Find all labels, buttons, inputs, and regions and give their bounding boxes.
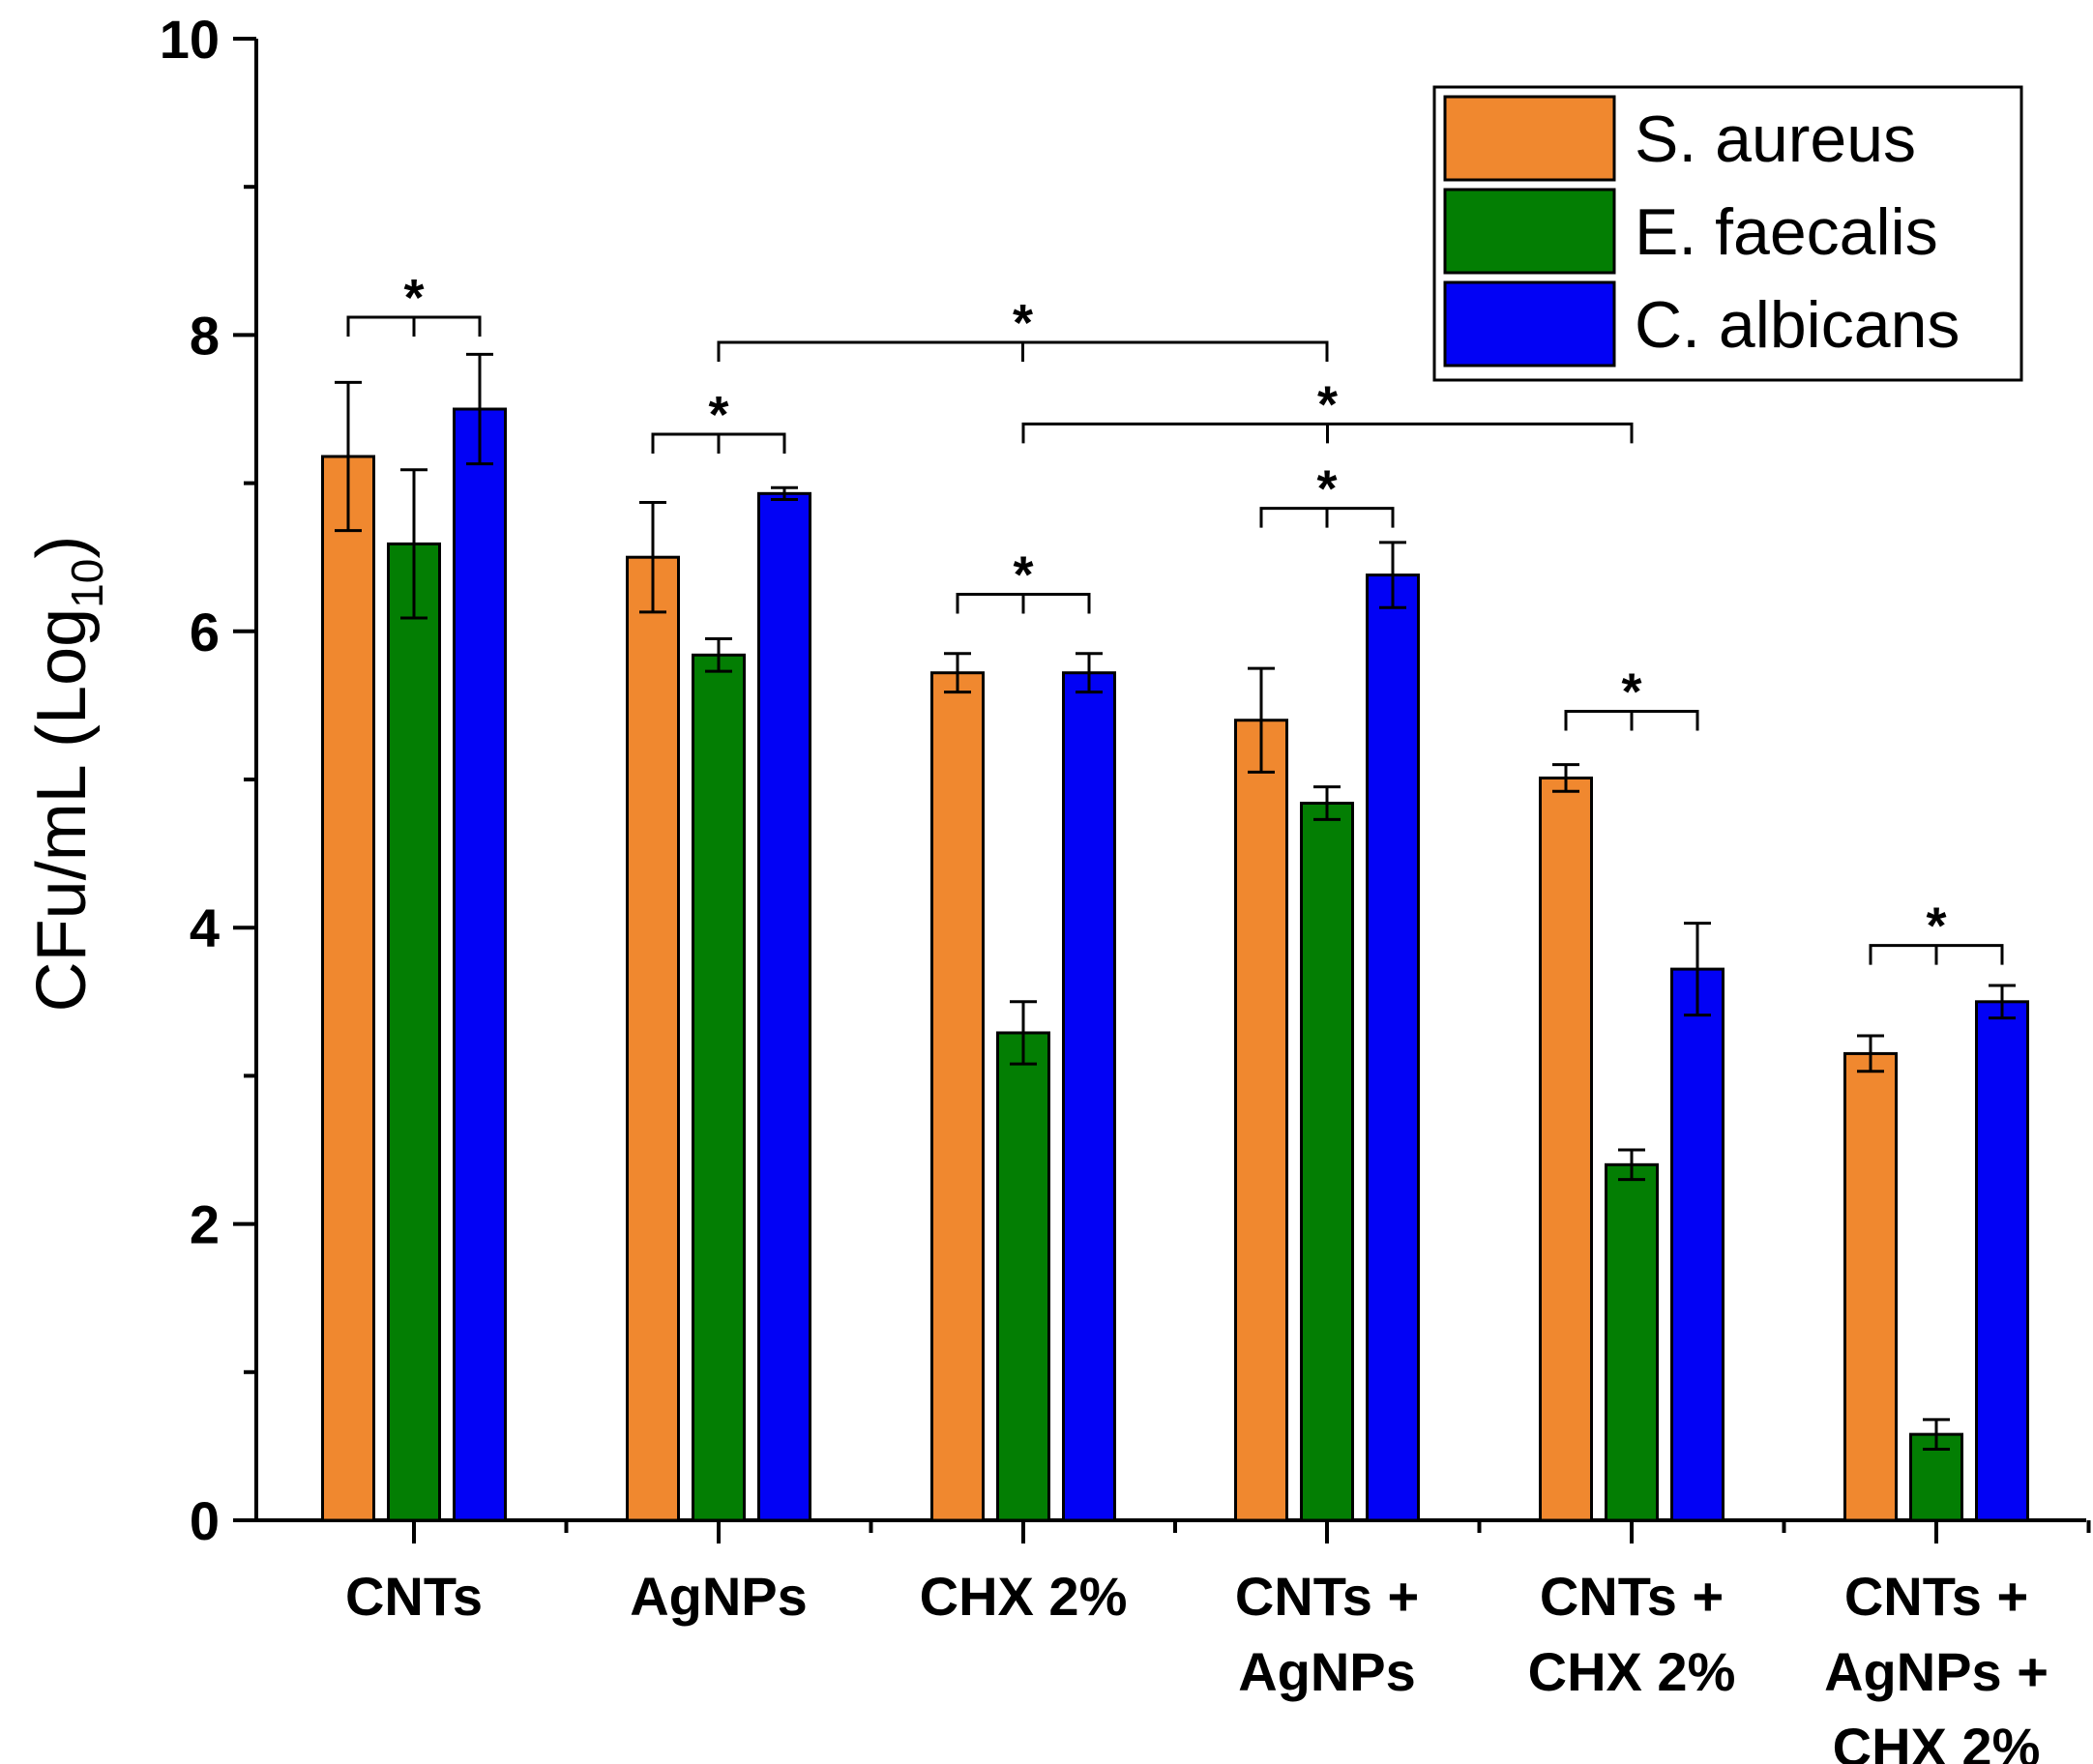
error-bar [466,352,493,466]
significance-star: * [1013,546,1033,604]
y-axis-label: CFu/mL (Log10) [23,536,112,1013]
axes: 0 2 4 6 8 10 [160,9,2091,1551]
bar [453,407,507,1522]
error-bar [1010,1000,1037,1066]
legend-label: C. albicans [1635,288,1960,362]
significance-star: * [403,269,424,327]
category-label: CNTs + CHX 2% [1528,1566,1736,1702]
significance-bracket: * [717,294,1329,363]
category-label: CNTs [345,1566,483,1627]
error-bar [1313,785,1341,821]
legend-label: E. faecalis [1635,195,1938,269]
y-tick-label: 10 [160,9,220,70]
legend-item: C. albicans [1443,280,1960,368]
error-bar [1989,984,2016,1020]
error-bar [944,652,971,694]
bar [1539,776,1593,1522]
error-bar [400,468,427,620]
error-bar [1684,922,1711,1017]
error-bars [335,352,2016,1451]
error-bar [1379,541,1406,609]
bar [1366,573,1420,1522]
legend-item: S. aureus [1443,95,1916,182]
error-bar [1618,1148,1645,1182]
error-bar [1923,1418,1950,1451]
error-bar [1552,763,1579,793]
significance-brackets: * * * * * * * * [346,269,2004,965]
error-bar [1248,666,1275,774]
y-tick-label: 2 [190,1194,220,1255]
category-label: CNTs + AgNPs + CHX 2% [1824,1566,2049,1764]
significance-bracket: * [1564,663,1699,731]
significance-star: * [1621,663,1641,721]
y-tick-label: 0 [190,1490,220,1551]
significance-star: * [1316,460,1337,518]
y-tick-label: 8 [190,305,220,366]
bar [387,542,441,1522]
significance-star: * [1013,294,1033,352]
bar [1843,1051,1898,1522]
category-labels: CNTs AgNPs CHX 2% CNTs + AgNPs CNTs + CHX 2% CN… [345,1566,2049,1764]
bar [757,491,811,1522]
bar [321,455,375,1522]
category-label: CNTs + AgNPs [1235,1566,1419,1702]
error-bar [639,501,666,614]
significance-bracket: * [346,269,482,338]
legend: S. aureus E. faecalis C. albicans [1432,85,2023,382]
category-label: AgNPs [630,1566,808,1627]
significance-star: * [708,386,728,444]
bar [1300,802,1354,1522]
y-tick-label: 4 [190,897,220,958]
significance-star: * [1317,375,1338,433]
legend-label: S. aureus [1635,103,1916,176]
legend-swatch [1443,188,1616,275]
error-bar [705,636,732,673]
bar [996,1031,1050,1522]
error-bar [771,485,798,501]
y-axis-title: CFu/mL (Log10) [23,536,112,1013]
legend-swatch [1443,280,1616,368]
category-label: CHX 2% [920,1566,1128,1627]
legend-swatch [1443,95,1616,182]
bar [1670,967,1725,1522]
bars [321,407,2029,1522]
error-bar [1076,652,1103,694]
bar [1234,719,1288,1522]
bar [1605,1162,1659,1522]
error-bar [1857,1034,1884,1073]
bar [692,653,746,1522]
error-bar [335,380,362,533]
significance-bracket: * [1021,375,1634,444]
bar [626,555,680,1522]
significance-bracket: * [1869,897,2004,965]
bar [1062,671,1116,1522]
legend-item: E. faecalis [1443,188,1938,275]
bar [1975,1000,2029,1522]
significance-bracket: * [956,546,1091,614]
bar [930,671,985,1522]
significance-star: * [1926,897,1946,956]
significance-bracket: * [1259,460,1395,528]
significance-bracket: * [651,386,786,455]
y-tick-label: 6 [190,602,220,662]
